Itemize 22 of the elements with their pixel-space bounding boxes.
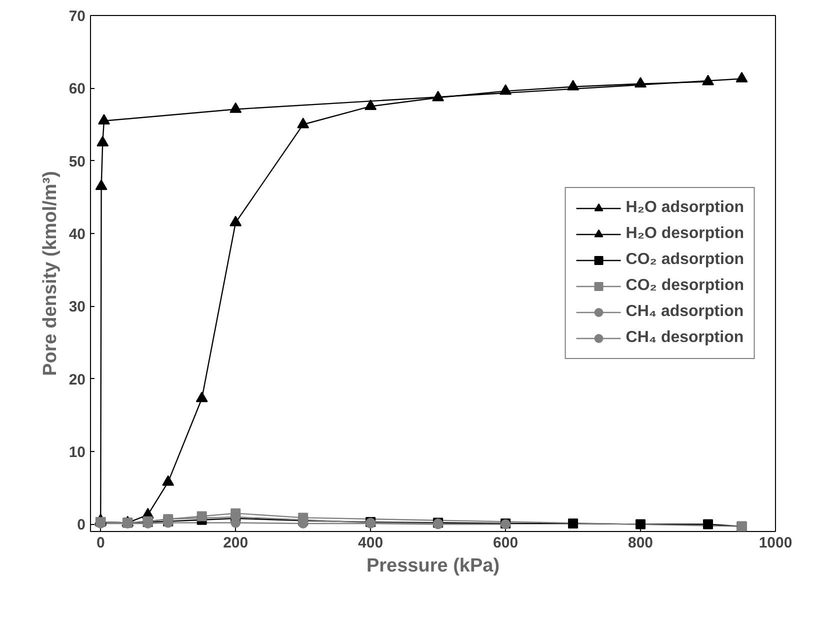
y-tick-label: 40 bbox=[68, 226, 86, 244]
y-tick-label: 70 bbox=[68, 8, 86, 25]
x-tick-label: 600 bbox=[493, 534, 518, 552]
y-tick-label: 10 bbox=[68, 444, 86, 462]
x-tick-label: 800 bbox=[628, 534, 654, 552]
legend-label: CH₄ adsorption bbox=[626, 303, 744, 321]
y-axis-title: Pore density (kmol/m³) bbox=[40, 171, 61, 376]
x-tick-label: 400 bbox=[358, 534, 384, 552]
y-tick-label: 50 bbox=[68, 153, 86, 170]
legend-label: H₂O adsorption bbox=[626, 199, 744, 217]
x-tick-label: 0 bbox=[96, 534, 105, 552]
x-tick-label: 200 bbox=[223, 534, 248, 552]
legend-label: CO₂ desorption bbox=[626, 277, 744, 295]
x-axis-title: Pressure (kPa) bbox=[366, 556, 500, 576]
y-tick-label: 20 bbox=[68, 371, 86, 388]
y-tick-label: 30 bbox=[68, 298, 86, 316]
legend-label: CO₂ adsorption bbox=[626, 251, 744, 269]
legend-label: CH₄ desorption bbox=[626, 329, 744, 347]
y-tick-label: 60 bbox=[68, 80, 86, 98]
x-tick-label: 1000 bbox=[758, 534, 792, 552]
legend-label: H₂O desorption bbox=[626, 225, 744, 243]
y-tick-label: 0 bbox=[77, 516, 86, 534]
